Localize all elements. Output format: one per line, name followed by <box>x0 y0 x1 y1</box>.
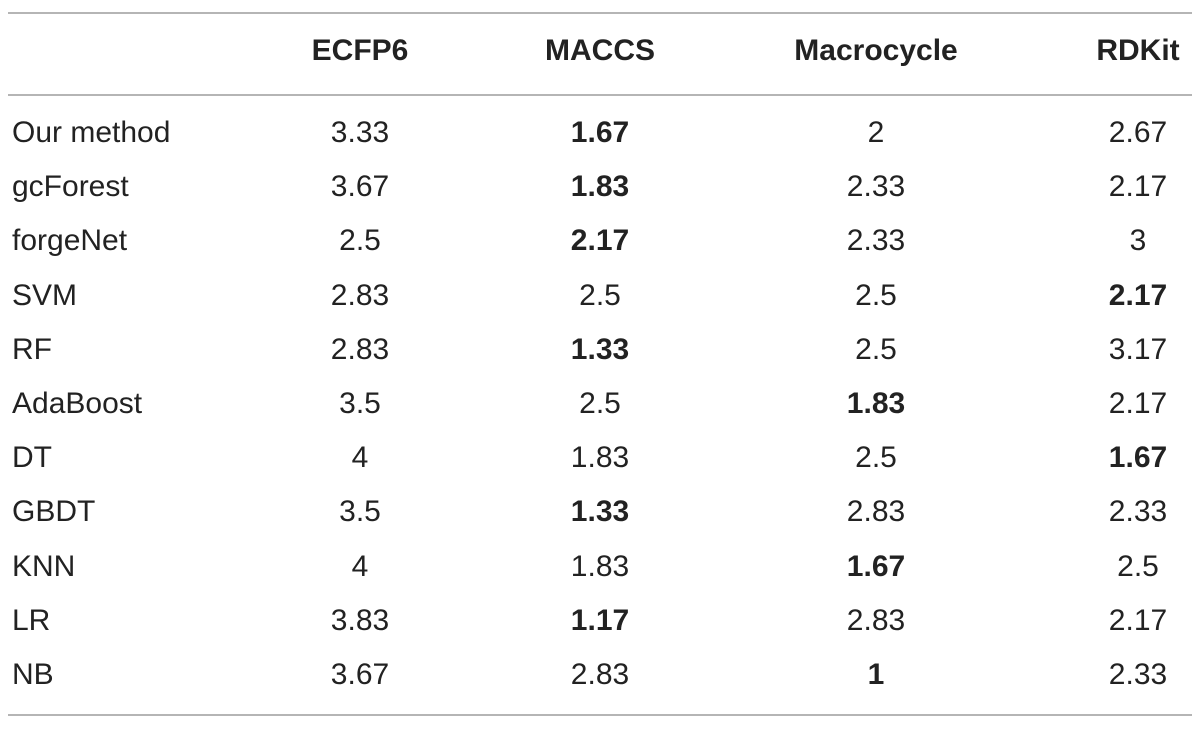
value-cell: 1.33 <box>570 495 630 529</box>
value-cell: 2.83 <box>330 332 390 366</box>
row-label: GBDT <box>12 495 96 529</box>
value-cell: 2.67 <box>1108 116 1168 149</box>
value-cell: 2.17 <box>1108 603 1168 637</box>
value-cell: 2.83 <box>846 495 906 529</box>
row-label: Our method <box>12 116 171 149</box>
row-label: LR <box>12 603 51 637</box>
value-cell: 3.83 <box>330 603 390 637</box>
value-cell: 3.17 <box>1108 332 1168 366</box>
row-label: AdaBoost <box>12 387 143 420</box>
value-cell: 1 <box>867 658 885 691</box>
value-cell: 3.67 <box>330 658 390 691</box>
value-cell: 2.5 <box>855 278 897 312</box>
value-cell: 1.83 <box>846 387 906 420</box>
value-cell: 2.83 <box>570 658 630 691</box>
value-cell: 2.17 <box>1108 170 1168 204</box>
value-cell: 2.33 <box>846 224 906 258</box>
value-cell: 3.5 <box>339 387 381 420</box>
value-cell: 1.67 <box>1108 441 1168 475</box>
top-rule <box>8 12 1192 14</box>
value-cell: 4 <box>351 441 369 475</box>
value-cell: 2.17 <box>570 224 630 258</box>
value-cell: 2.5 <box>1117 549 1159 583</box>
value-cell: 1.67 <box>570 116 630 149</box>
row-label: NB <box>12 658 54 691</box>
value-cell: 2.83 <box>330 278 390 312</box>
row-label: KNN <box>12 549 76 583</box>
row-label: SVM <box>12 278 78 312</box>
row-label: forgeNet <box>12 224 128 258</box>
value-cell: 2.5 <box>855 441 897 475</box>
column-header: Macrocycle <box>794 34 958 67</box>
column-header: ECFP6 <box>311 34 409 67</box>
value-cell: 2.5 <box>579 278 621 312</box>
value-cell: 2.83 <box>846 603 906 637</box>
value-cell: 2.17 <box>1108 278 1168 312</box>
value-cell: 2.33 <box>846 170 906 204</box>
value-cell: 3.67 <box>330 170 390 204</box>
value-cell: 3.33 <box>330 116 390 149</box>
value-cell: 4 <box>351 549 369 583</box>
row-label: gcForest <box>12 170 129 204</box>
value-cell: 1.83 <box>570 441 630 475</box>
value-cell: 2 <box>867 116 885 149</box>
value-cell: 2.5 <box>579 387 621 420</box>
row-label: RF <box>12 332 52 366</box>
row-label: DT <box>12 441 52 475</box>
value-cell: 2.5 <box>855 332 897 366</box>
value-cell: 1.33 <box>570 332 630 366</box>
value-cell: 1.83 <box>570 549 630 583</box>
value-cell: 2.33 <box>1108 658 1168 691</box>
column-header: MACCS <box>545 34 655 67</box>
value-cell: 1.83 <box>570 170 630 204</box>
value-cell: 2.17 <box>1108 387 1168 420</box>
value-cell: 1.67 <box>846 549 906 583</box>
value-cell: 3.5 <box>339 495 381 529</box>
value-cell: 2.33 <box>1108 495 1168 529</box>
bottom-rule <box>8 714 1192 716</box>
column-header: RDKit <box>1096 34 1180 67</box>
value-cell: 2.5 <box>339 224 381 258</box>
value-cell: 3 <box>1129 224 1147 258</box>
value-cell: 1.17 <box>570 603 630 637</box>
header-rule <box>8 94 1192 96</box>
